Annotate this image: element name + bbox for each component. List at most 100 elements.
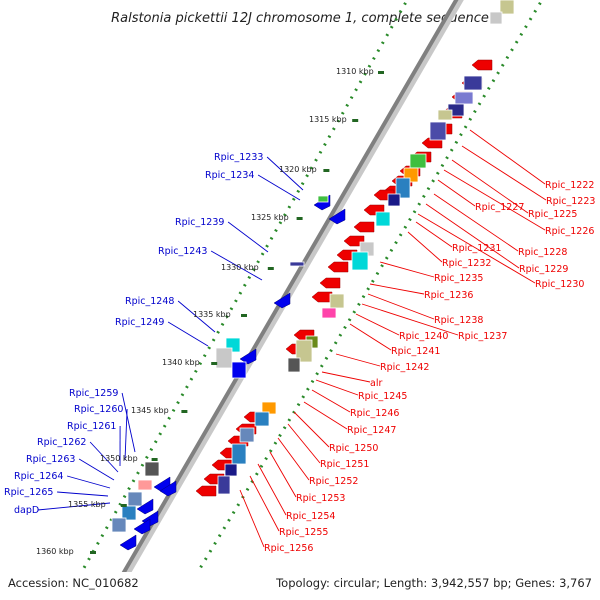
tick-dot-tracks	[79, 0, 544, 572]
gene-box	[121, 505, 137, 521]
forward-gene-label: Rpic_1259	[69, 388, 118, 399]
gene-labels: Rpic_1233 Rpic_1234 Rpic_1239 Rpic_1243 Rpic…	[4, 152, 595, 554]
kbp-tick-mark	[90, 551, 96, 554]
kbp-tick-label: 1335 kbp	[193, 310, 231, 319]
reverse-gene-label: Rpic_1253	[296, 493, 345, 504]
forward-leader-line	[121, 392, 136, 453]
gene-box	[231, 361, 247, 379]
forward-gene-label: dapD	[14, 505, 39, 516]
reverse-gene-label: Rpic_1251	[320, 459, 369, 470]
reverse-gene-label: Rpic_1235	[434, 273, 483, 284]
kbp-tick-mark	[296, 217, 303, 220]
reverse-leader-line	[277, 437, 310, 481]
forward-leader-line	[257, 174, 301, 201]
reverse-leader-line	[379, 261, 435, 278]
kbp-tick-label: 1350 kbp	[100, 454, 138, 463]
reverse-gene-label: Rpic_1228	[518, 247, 567, 258]
forward-gene-label: Rpic_1243	[158, 246, 207, 257]
forward-gene-arrow	[119, 534, 137, 551]
feature-tracks	[111, 0, 515, 600]
reverse-leader-line	[461, 145, 547, 201]
gene-box	[437, 109, 453, 121]
gene-box	[317, 195, 329, 203]
kbp-tick-label: 1330 kbp	[221, 263, 259, 272]
gene-box	[287, 357, 301, 373]
reverse-leader-line	[287, 423, 321, 464]
forward-gene-arrow	[239, 348, 257, 365]
reverse-gene-label: Rpic_1232	[442, 258, 491, 269]
forward-leader-line	[78, 458, 115, 481]
gene-box	[454, 91, 474, 105]
gene-box	[217, 475, 231, 495]
forward-gene-arrow	[159, 480, 177, 497]
forward-gene-label: Rpic_1261	[67, 421, 116, 432]
forward-gene-label: Rpic_1262	[37, 437, 86, 448]
gene-box	[409, 153, 427, 169]
forward-gene-arrow	[136, 498, 154, 515]
reverse-leader-line	[239, 489, 265, 548]
forward-gene-label: Rpic_1233	[214, 152, 263, 163]
reverse-gene-label: Rpic_1238	[434, 315, 483, 326]
kbp-tick-mark	[267, 267, 274, 270]
reverse-gene-label: Rpic_1236	[424, 290, 473, 301]
gene-box	[144, 461, 160, 477]
forward-gene-label: Rpic_1260	[74, 404, 123, 415]
reverse-gene-label: Rpic_1246	[350, 408, 399, 419]
gene-box	[224, 463, 238, 477]
tick-dot-track-1	[79, 0, 409, 572]
reverse-gene-label: Rpic_1250	[329, 443, 378, 454]
reverse-leader-line	[469, 129, 546, 185]
gene-box	[463, 75, 483, 91]
kbp-tick-mark	[211, 362, 218, 365]
reverse-leader-line	[361, 303, 459, 336]
reverse-leader-line	[367, 293, 435, 320]
reverse-gene-label: Rpic_1230	[535, 279, 584, 290]
reverse-leader-line	[355, 313, 400, 336]
gene-box	[254, 411, 270, 427]
forward-leader-line	[37, 502, 111, 511]
forward-gene-label: Rpic_1263	[26, 454, 75, 465]
forward-gene-label: Rpic_1265	[4, 487, 53, 498]
forward-gene-label: Rpic_1248	[125, 296, 174, 307]
reverse-leader-line	[257, 463, 287, 516]
reverse-gene-label: Rpic_1223	[546, 196, 595, 207]
kbp-tick-mark	[378, 71, 384, 74]
label-leader-lines	[37, 129, 547, 548]
forward-gene-label: Rpic_1264	[14, 471, 63, 482]
topology-text: Topology: circular; Length: 3,942,557 bp…	[275, 576, 592, 590]
reverse-gene-label: Rpic_1252	[309, 476, 358, 487]
gene-box	[351, 251, 369, 271]
reverse-leader-line	[335, 353, 381, 367]
reverse-gene-label: Rpic_1241	[391, 346, 440, 357]
gene-box	[499, 0, 515, 15]
gene-box	[329, 293, 345, 309]
kbp-tick-label: 1360 kbp	[36, 547, 74, 556]
kbp-tick-label: 1310 kbp	[336, 67, 374, 76]
reverse-gene-arrow	[471, 59, 493, 71]
forward-leader-line	[227, 221, 269, 253]
forward-gene-label: Rpic_1249	[115, 317, 164, 328]
kbp-tick-label: 1340 kbp	[162, 358, 200, 367]
kbp-tick-mark	[352, 119, 359, 122]
gene-box	[387, 193, 401, 207]
forward-leader-line	[57, 491, 109, 497]
reverse-leader-line	[269, 451, 297, 498]
reverse-gene-label: alr	[370, 378, 382, 389]
gene-box	[111, 517, 127, 533]
reverse-leader-line	[303, 401, 348, 430]
kbp-tick-mark	[120, 504, 127, 507]
forward-leader-line	[266, 156, 304, 191]
kbp-tick-label: 1315 kbp	[309, 115, 347, 124]
reverse-leader-line	[407, 231, 443, 263]
reverse-leader-line	[321, 371, 371, 383]
forward-leader-line	[210, 250, 263, 281]
gene-box	[489, 11, 503, 25]
gene-box	[375, 211, 391, 227]
reverse-gene-arrow	[114, 590, 134, 600]
map-title: Ralstonia pickettii 12J chromosome 1, co…	[111, 11, 489, 26]
gene-box	[289, 261, 305, 267]
map-layer	[37, 0, 547, 600]
reverse-gene-label: Rpic_1255	[279, 527, 328, 538]
reverse-gene-label: Rpic_1245	[358, 391, 407, 402]
gene-box	[137, 479, 153, 491]
